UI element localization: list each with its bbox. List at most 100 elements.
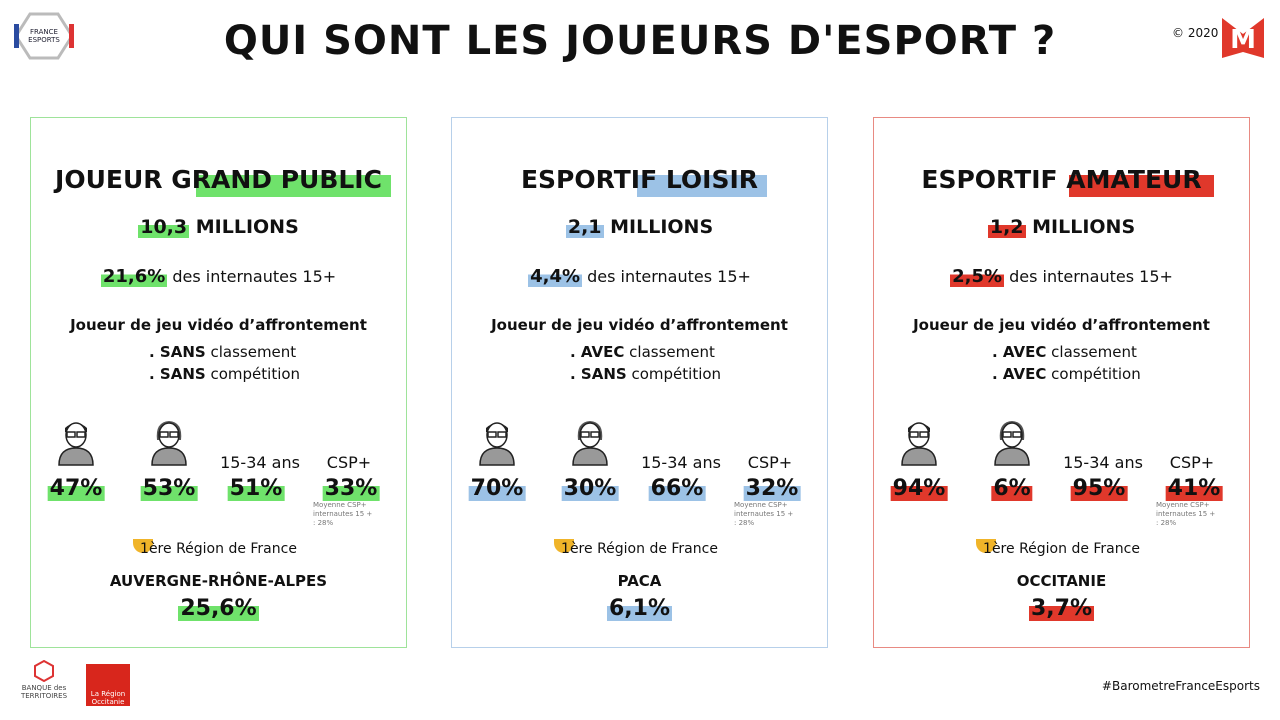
total: 1,2 MILLIONS	[874, 216, 1249, 238]
stat-label: 15-34 ans	[1063, 453, 1143, 472]
card: ESPORTIF AMATEUR 1,2 MILLIONS 2,5% des int…	[873, 117, 1250, 648]
stat-note: Moyenne CSP+ internautes 15 + : 28%	[313, 501, 373, 527]
criterion: . AVEC classement	[992, 343, 1137, 361]
region-share-row: 25,6%	[31, 596, 406, 621]
partner-text: La Région Occitanie	[90, 690, 126, 706]
trophy	[976, 539, 996, 553]
stat-value: 6%	[991, 476, 1033, 501]
profile: Joueur de jeu vidéo d’affrontement	[70, 316, 367, 334]
logo: FRANCE ESPORTS	[12, 12, 76, 60]
criterion-text: classement	[1051, 343, 1137, 361]
region-share-row: 3,7%	[874, 596, 1249, 621]
stat-note: Moyenne CSP+ internautes 15 + : 28%	[1156, 501, 1216, 527]
profile: Joueur de jeu vidéo d’affrontement	[491, 316, 788, 334]
share-suffix: des internautes 15+	[172, 267, 337, 286]
title-highlight	[637, 175, 767, 197]
criterion-text: compétition	[1051, 365, 1141, 383]
share: 21,6% des internautes 15+	[31, 266, 406, 287]
total: 2,1 MILLIONS	[452, 216, 827, 238]
card-title: JOUEUR GRAND PUBLIC	[55, 165, 382, 194]
total: 10,3 MILLIONS	[31, 216, 406, 238]
total-unit: MILLIONS	[610, 216, 714, 238]
stat-value: 33%	[322, 476, 380, 501]
stat-value: 95%	[1070, 476, 1128, 501]
partner-logo: BANQUE des TERRITOIRES	[14, 659, 74, 700]
brand-logo: M	[1222, 18, 1264, 58]
stat-value: 70%	[468, 476, 526, 501]
region-share: 3,7%	[1028, 596, 1094, 621]
region-label: 1ère Région de France	[983, 541, 1140, 557]
logo-shape	[14, 12, 74, 60]
stat-label: 15-34 ans	[641, 453, 721, 472]
stat-value: 66%	[648, 476, 706, 501]
share-suffix: des internautes 15+	[587, 267, 751, 286]
criterion: . SANS classement	[149, 343, 296, 361]
logo-text: FRANCE ESPORTS	[28, 28, 60, 44]
criterion-bold: . AVEC	[992, 343, 1047, 361]
share-value: 2,5%	[950, 266, 1004, 287]
region: OCCITANIE	[1016, 572, 1107, 590]
partner-logo: La Région Occitanie	[86, 664, 130, 706]
title-highlight	[196, 175, 391, 197]
share-value: 4,4%	[528, 266, 582, 287]
criterion-text: compétition	[631, 365, 722, 383]
stat-value: 32%	[743, 476, 801, 501]
person-icon	[572, 421, 608, 466]
stat-value: 51%	[227, 476, 285, 501]
share: 2,5% des internautes 15+	[874, 266, 1249, 287]
stat-value: 47%	[47, 476, 105, 501]
hashtag: #BarometreFranceEsports	[1101, 679, 1260, 693]
region-label: 1ère Région de France	[140, 541, 297, 557]
region: PACA	[617, 572, 662, 590]
total-unit: MILLIONS	[1032, 216, 1136, 238]
criterion-text: compétition	[210, 365, 301, 383]
trophy	[554, 539, 574, 553]
region-share: 6,1%	[606, 596, 672, 621]
criterion: . SANS compétition	[149, 365, 300, 383]
stat-label: CSP+	[747, 453, 793, 472]
total-value: 10,3	[138, 216, 190, 238]
partner-text: BANQUE des TERRITOIRES	[20, 684, 68, 700]
criterion: . AVEC classement	[570, 343, 715, 361]
stat-note: Moyenne CSP+ internautes 15 + : 28%	[734, 501, 794, 527]
stat-value: 94%	[890, 476, 948, 501]
copyright: © 2020	[1172, 26, 1219, 40]
total-value: 2,1	[565, 216, 604, 238]
criterion-bold: . SANS	[149, 343, 206, 361]
criterion-bold: . AVEC	[570, 343, 625, 361]
share-value: 21,6%	[100, 266, 168, 287]
stat-label: 15-34 ans	[220, 453, 300, 472]
title-highlight	[1069, 175, 1214, 197]
region-share-row: 6,1%	[452, 596, 827, 621]
title: QUI SONT LES JOUEURS D'ESPORT ?	[223, 18, 1057, 64]
stat-label: CSP+	[326, 453, 372, 472]
person-icon	[151, 421, 187, 466]
criterion-text: classement	[629, 343, 715, 361]
trophy	[133, 539, 153, 553]
card: JOUEUR GRAND PUBLIC 10,3 MILLIONS 21,6% de…	[30, 117, 407, 648]
criterion-bold: . SANS	[149, 365, 206, 383]
person-icon	[901, 422, 937, 466]
region-share: 25,6%	[178, 596, 259, 621]
criterion: . SANS compétition	[570, 365, 721, 383]
card-title: ESPORTIF AMATEUR	[921, 165, 1202, 194]
criterion-text: classement	[210, 343, 297, 361]
share-suffix: des internautes 15+	[1009, 267, 1173, 286]
criterion-bold: . SANS	[570, 365, 627, 383]
share: 4,4% des internautes 15+	[452, 266, 827, 287]
criterion: . AVEC compétition	[992, 365, 1141, 383]
stat-value: 30%	[561, 476, 619, 501]
person-icon	[58, 422, 94, 466]
person-icon	[994, 421, 1030, 466]
region: AUVERGNE-RHÔNE-ALPES	[109, 572, 328, 590]
criterion-bold: . AVEC	[992, 365, 1047, 383]
card: ESPORTIF LOISIR 2,1 MILLIONS 4,4% des inte…	[451, 117, 828, 648]
stat-value: 41%	[1165, 476, 1223, 501]
person-icon	[479, 422, 515, 466]
total-unit: MILLIONS	[195, 216, 299, 238]
svg-text:M: M	[1230, 25, 1256, 55]
profile: Joueur de jeu vidéo d’affrontement	[913, 316, 1210, 334]
region-label: 1ère Région de France	[561, 541, 718, 557]
card-title: ESPORTIF LOISIR	[520, 165, 759, 194]
